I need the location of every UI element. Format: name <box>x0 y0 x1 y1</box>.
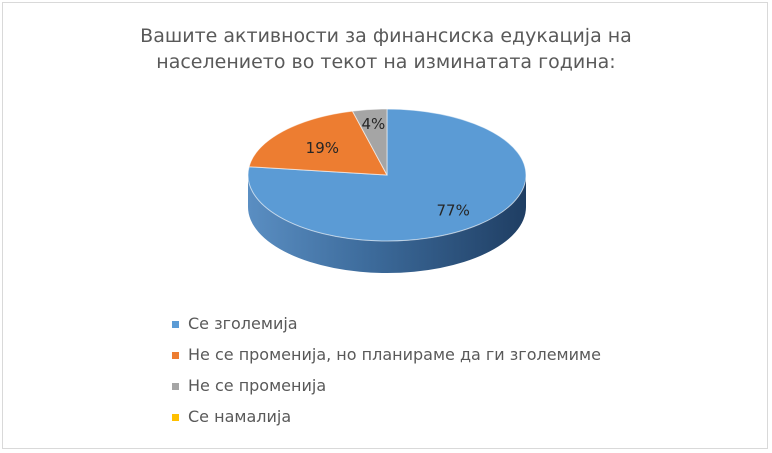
pie-slice-2 <box>248 110 388 176</box>
pie-slice-1 <box>247 108 527 242</box>
chart-title: Вашите активности за финансиска едукациј… <box>3 23 769 75</box>
legend-label-1: Се зголемија <box>188 314 298 333</box>
chart-frame: Вашите активности за финансиска едукациј… <box>2 2 768 449</box>
pie-tops <box>247 108 527 242</box>
legend-swatch-2 <box>172 352 179 359</box>
chart-title-line-1: Вашите активности за финансиска едукациј… <box>140 25 632 47</box>
legend-swatch-4 <box>172 414 179 421</box>
legend-label-2: Не се променија, но планираме да ги згол… <box>188 345 601 364</box>
pie-labels: 77% 19% 4% <box>306 115 470 220</box>
chart-title-line-2: населението во текот на изминатата годин… <box>156 51 616 73</box>
pie-side-1 <box>248 175 526 273</box>
pie-sides <box>248 175 526 273</box>
pie-slice-3 <box>351 108 388 176</box>
data-label-3: 4% <box>362 115 386 133</box>
data-label-2: 19% <box>306 139 339 157</box>
legend-label-3: Не се променија <box>188 376 327 395</box>
legend-label-4: Се намалија <box>188 407 292 426</box>
data-label-1: 77% <box>437 202 470 220</box>
legend-swatch-1 <box>172 321 179 328</box>
legend-swatch-3 <box>172 383 179 390</box>
